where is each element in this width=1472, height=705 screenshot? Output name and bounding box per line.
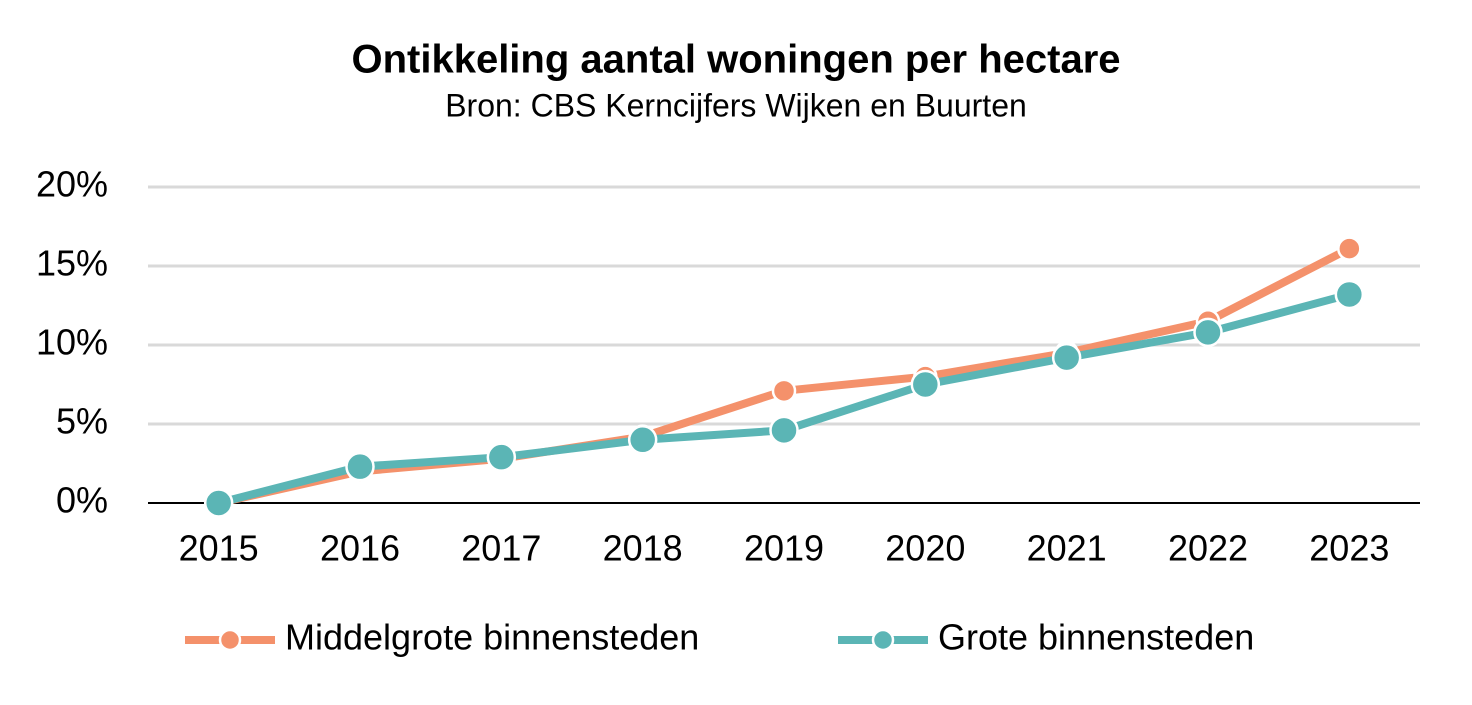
data-point	[345, 451, 375, 482]
data-point	[910, 369, 941, 400]
y-tick-label: 20%	[36, 164, 108, 205]
y-tick-label: 15%	[36, 243, 108, 284]
x-tick-label: 2022	[1168, 528, 1248, 569]
data-point	[771, 378, 797, 404]
data-point	[627, 425, 658, 455]
data-point	[486, 442, 517, 472]
x-tick-label: 2018	[603, 528, 683, 569]
data-point	[1337, 236, 1362, 261]
data-point	[1193, 317, 1223, 348]
x-tick-label: 2017	[461, 528, 541, 569]
data-point	[769, 415, 799, 446]
x-tick-label: 2023	[1309, 528, 1389, 569]
data-point	[1334, 279, 1365, 310]
x-tick-label: 2021	[1027, 528, 1107, 569]
y-tick-label: 5%	[56, 401, 108, 442]
x-tick-label: 2020	[885, 528, 965, 569]
y-tick-label: 0%	[56, 480, 108, 521]
legend-marker	[871, 628, 895, 652]
y-tick-label: 10%	[36, 322, 108, 363]
data-point	[203, 488, 234, 518]
chart-title: Ontikkeling aantal woningen per hectare	[351, 38, 1120, 82]
x-tick-label: 2015	[179, 528, 259, 569]
x-tick-label: 2016	[320, 528, 400, 569]
legend-label: Grote binnensteden	[938, 617, 1254, 658]
legend-marker	[218, 628, 242, 652]
legend-label: Middelgrote binnensteden	[285, 617, 699, 658]
x-tick-label: 2019	[744, 528, 824, 569]
data-point	[1051, 342, 1082, 373]
chart-subtitle: Bron: CBS Kerncijfers Wijken en Buurten	[445, 87, 1027, 123]
